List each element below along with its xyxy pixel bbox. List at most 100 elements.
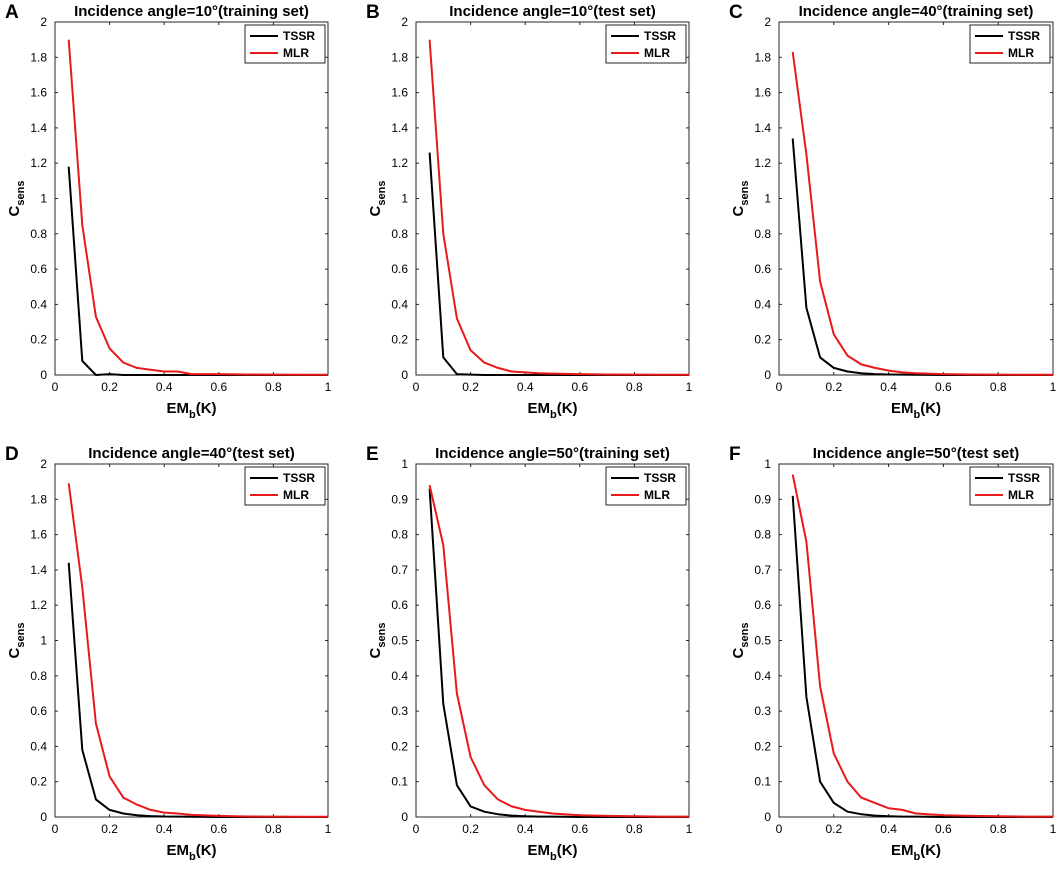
panel-letter: A [5,2,19,23]
x-tick-label: 0.6 [210,380,227,394]
y-tick-label: 0.6 [30,262,47,276]
x-tick-label: 0.4 [517,380,534,394]
x-tick-label: 1 [325,822,332,836]
x-tick-label: 0.8 [626,380,643,394]
x-axis-label-main: EM [166,842,189,859]
y-tick-label: 0.2 [30,333,47,347]
y-tick-label: 1 [40,192,47,206]
y-tick-label: 0.7 [391,563,408,577]
y-tick-label: 0.3 [391,704,408,718]
x-tick-label: 1 [686,380,693,394]
x-axis-label: EMb(K) [527,400,577,421]
x-axis-label-main: EM [891,400,914,417]
y-tick-label: 0.6 [754,598,771,612]
y-tick-label: 1 [401,457,408,471]
panel-letter: B [366,2,380,23]
x-axis-label-sub: b [550,851,557,863]
y-tick-label: 0.8 [754,227,771,241]
y-tick-label: 0.2 [391,333,408,347]
y-axis-label-main: C [367,647,384,658]
x-tick-label: 0.2 [101,380,118,394]
legend-label-mlr: MLR [644,488,670,502]
y-tick-label: 0.2 [30,775,47,789]
y-tick-label: 0.1 [754,775,771,789]
legend-label-tssr: TSSR [644,29,676,43]
x-tick-label: 0 [52,380,59,394]
y-tick-label: 1.6 [30,86,47,100]
y-tick-label: 1.8 [30,50,47,64]
y-tick-label: 1.6 [391,86,408,100]
legend-box [969,466,1051,506]
legend-label-tssr: TSSR [644,471,676,485]
y-tick-label: 1.8 [754,50,771,64]
legend-label-mlr: MLR [283,46,309,60]
panel-letter: E [366,444,379,465]
plot-area [415,463,690,818]
x-axis-label: EMb(K) [891,842,941,863]
y-axis-label-sub: sens [376,181,388,206]
y-axis-label-sub: sens [739,623,751,648]
panel-e: E Incidence angle=50°(training set) 0 0.2 0.… [366,444,693,863]
x-tick-label: 0.4 [880,380,897,394]
y-tick-label: 1.8 [30,492,47,506]
y-tick-label: 0.5 [391,634,408,648]
x-axis-label-unit: (K) [196,842,217,859]
y-tick-label: 1.8 [391,50,408,64]
x-axis-label-unit: (K) [557,400,578,417]
x-tick-label: 0.2 [101,822,118,836]
x-axis-label-main: EM [166,400,189,417]
series-line-mlr [428,484,689,818]
x-axis-label-unit: (K) [557,842,578,859]
x-tick-label: 0.4 [517,822,534,836]
y-tick-label: 1.4 [30,563,47,577]
x-tick-label: 0.6 [210,822,227,836]
panel-c: C Incidence angle=40°(training set) 0 0.2 0.… [729,2,1057,421]
x-tick-label: 0 [413,822,420,836]
y-tick-label: 0.2 [754,333,771,347]
series-line-mlr [67,483,328,818]
y-tick-label: 0.8 [30,227,47,241]
legend: TSSR MLR [244,24,326,64]
y-tick-label: 1 [401,192,408,206]
legend: TSSR MLR [969,24,1051,64]
x-axis-label-main: EM [527,400,550,417]
y-axis-label: Csens [6,623,27,659]
y-tick-label: 0 [401,368,408,382]
x-tick-label: 0.6 [935,822,952,836]
y-tick-label: 0.9 [754,492,771,506]
series-line-mlr [791,474,1053,818]
plot-area [54,463,329,818]
legend-label-tssr: TSSR [1008,471,1040,485]
legend-label-tssr: TSSR [283,29,315,43]
y-tick-label: 0.1 [391,775,408,789]
x-tick-label: 0.4 [156,380,173,394]
legend: TSSR MLR [969,466,1051,506]
x-tick-label: 0.4 [156,822,173,836]
x-tick-label: 0.6 [571,822,588,836]
y-axis-label-sub: sens [15,181,27,206]
panel-f: F Incidence angle=50°(test set) 0 0.2 0.4 0.6… [729,444,1057,863]
y-tick-label: 1.6 [30,528,47,542]
y-tick-label: 0.6 [30,704,47,718]
panel-title: Incidence angle=40°(training set) [799,3,1034,20]
y-tick-label: 0.4 [391,297,408,311]
y-tick-label: 0.6 [391,598,408,612]
panel-title: Incidence angle=50°(test set) [813,445,1020,462]
x-tick-label: 0.4 [880,822,897,836]
x-tick-label: 0.8 [626,822,643,836]
legend-box [605,466,687,506]
y-axis-label: Csens [367,181,388,217]
y-axis-label-sub: sens [739,181,751,206]
y-tick-label: 0 [764,810,771,824]
x-tick-label: 0 [52,822,59,836]
y-tick-label: 0.4 [30,739,47,753]
y-tick-label: 1.4 [754,121,771,135]
plot-area [415,21,690,376]
y-tick-label: 1.2 [754,156,771,170]
x-tick-label: 1 [686,822,693,836]
panel-title: Incidence angle=10°(test set) [449,3,656,20]
x-tick-label: 0.6 [571,380,588,394]
legend-label-mlr: MLR [1008,488,1034,502]
x-axis-label-unit: (K) [920,842,941,859]
